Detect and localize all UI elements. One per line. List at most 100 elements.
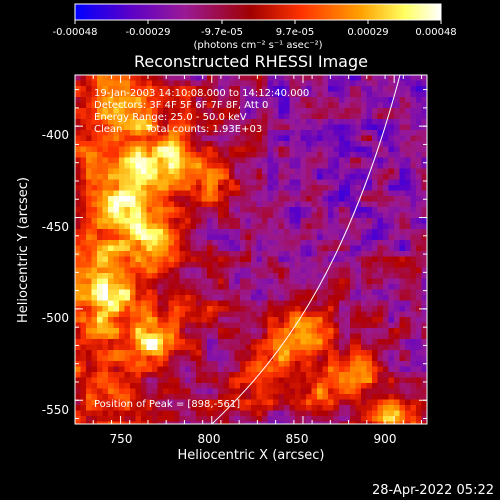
heatmap-cell (119, 119, 125, 125)
heatmap-cell (416, 295, 422, 301)
heatmap-cell (174, 333, 180, 340)
heatmap-cell (278, 306, 285, 312)
heatmap-cell (355, 405, 362, 411)
heatmap-cell (168, 201, 175, 208)
heatmap-cell (311, 207, 318, 213)
heatmap-cell (146, 306, 153, 312)
heatmap-cell (190, 399, 197, 406)
heatmap-cell (207, 361, 213, 367)
heatmap-cell (421, 410, 427, 417)
heatmap-cell (212, 344, 219, 351)
heatmap-cell (284, 108, 290, 114)
heatmap-cell (119, 339, 125, 345)
heatmap-cell (355, 267, 362, 274)
heatmap-cell (80, 295, 87, 301)
heatmap-cell (317, 124, 323, 131)
heatmap-cell (152, 262, 158, 268)
heatmap-cell (174, 113, 180, 120)
heatmap-cell (108, 201, 114, 208)
heatmap-cell (223, 163, 230, 169)
heatmap-cell (124, 251, 131, 257)
heatmap-cell (190, 350, 197, 356)
heatmap-cell (146, 295, 153, 301)
heatmap-cell (234, 355, 241, 362)
heatmap-cell (234, 113, 241, 120)
heatmap-cell (102, 295, 109, 301)
heatmap-cell (218, 218, 224, 224)
heatmap-cell (229, 289, 235, 296)
heatmap-cell (300, 157, 307, 164)
heatmap-cell (399, 306, 406, 312)
heatmap-cell (130, 163, 136, 169)
heatmap-cell (108, 366, 114, 373)
heatmap-cell (135, 383, 142, 389)
heatmap-cell (113, 245, 120, 252)
heatmap-cell (394, 229, 400, 235)
heatmap-cell (399, 179, 406, 186)
heatmap-cell (168, 86, 175, 92)
heatmap-cell (163, 333, 169, 340)
heatmap-cell (388, 146, 395, 153)
heatmap-cell (108, 124, 114, 131)
heatmap-cell (372, 240, 378, 246)
heatmap-cell (284, 377, 290, 384)
heatmap-cell (168, 146, 175, 153)
heatmap-cell (284, 146, 290, 153)
heatmap-cell (196, 278, 202, 285)
heatmap-cell (124, 201, 131, 208)
heatmap-cell (361, 75, 367, 81)
heatmap-cell (102, 289, 109, 296)
heatmap-cell (163, 284, 169, 290)
heatmap-cell (284, 284, 290, 290)
heatmap-cell (410, 174, 417, 180)
heatmap-cell (75, 185, 81, 191)
heatmap-cell (75, 113, 81, 120)
heatmap-cell (152, 322, 158, 329)
heatmap-cell (300, 168, 307, 175)
heatmap-cell (201, 416, 208, 422)
heatmap-cell (267, 97, 274, 103)
heatmap-cell (361, 317, 367, 323)
heatmap-cell (339, 212, 345, 219)
heatmap-cell (102, 322, 109, 329)
heatmap-cell (234, 405, 241, 411)
heatmap-cell (174, 97, 180, 103)
heatmap-cell (383, 300, 389, 307)
heatmap-cell (91, 245, 98, 252)
heatmap-cell (284, 75, 290, 81)
heatmap-cell (322, 289, 329, 296)
heatmap-cell (311, 102, 318, 109)
heatmap-cell (328, 416, 334, 422)
heatmap-cell (113, 410, 120, 417)
heatmap-cell (388, 251, 395, 257)
heatmap-cell (262, 229, 268, 235)
heatmap-cell (229, 405, 235, 411)
heatmap-cell (383, 355, 389, 362)
y-tick-label: -550 (42, 403, 69, 417)
heatmap-cell (218, 394, 224, 400)
heatmap-cell (229, 179, 235, 186)
heatmap-cell (97, 372, 103, 378)
heatmap-cell (383, 141, 389, 147)
heatmap-cell (295, 328, 301, 334)
heatmap-cell (245, 295, 252, 301)
heatmap-cell (196, 179, 202, 186)
heatmap-cell (289, 256, 296, 263)
heatmap-cell (201, 141, 208, 147)
heatmap-cell (190, 185, 197, 191)
heatmap-cell (223, 344, 230, 351)
heatmap-cell (388, 410, 395, 417)
heatmap-cell (135, 75, 142, 81)
heatmap-cell (80, 361, 87, 367)
heatmap-cell (218, 344, 224, 351)
heatmap-cell (344, 306, 351, 312)
heatmap-cell (399, 234, 406, 241)
heatmap-cell (344, 322, 351, 329)
heatmap-cell (251, 212, 257, 219)
heatmap-cell (174, 322, 180, 329)
heatmap-cell (196, 124, 202, 131)
heatmap-cell (234, 289, 241, 296)
heatmap-cell (91, 377, 98, 384)
heatmap-cell (399, 273, 406, 279)
heatmap-cell (355, 399, 362, 406)
